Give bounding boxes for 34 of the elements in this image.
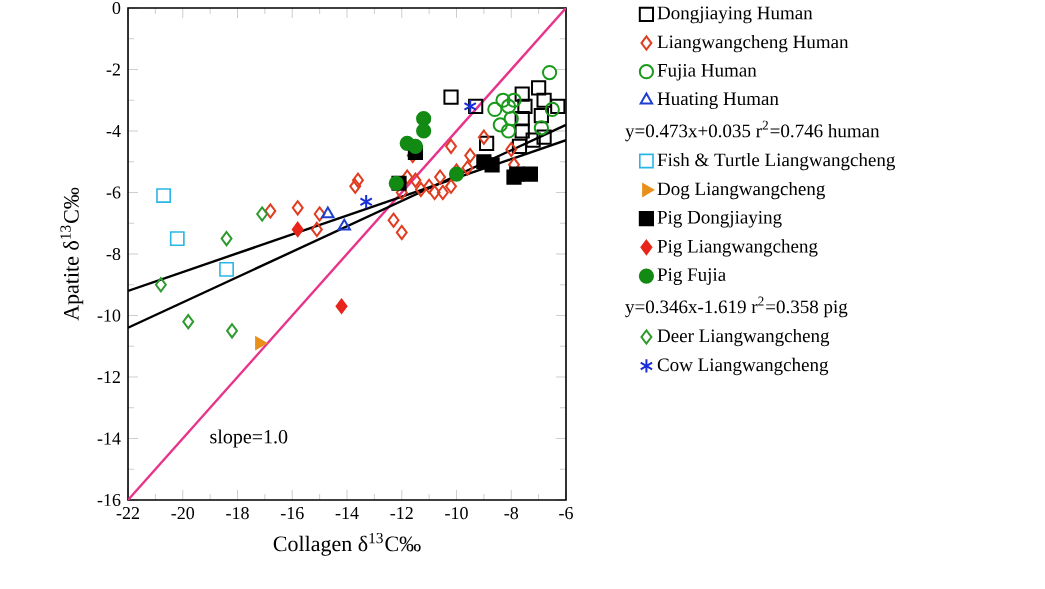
y-tick-label: -8 <box>106 247 121 261</box>
legend-label: Pig Fujia <box>657 268 726 285</box>
text: y=0.346x-1.619 r$^{2}$=0.358 pig <box>625 296 848 318</box>
x-tick-label: -18 <box>226 507 249 520</box>
legend-label: Fish & Turtle Liangwangcheng <box>657 152 896 171</box>
legend-label: Huating Human <box>657 92 779 109</box>
y-axis-title: Apatite δ$^{13}$C‰ <box>60 187 84 321</box>
x-tick-label: -14 <box>335 507 359 519</box>
legend-label: Deer Liangwangcheng <box>657 328 830 347</box>
legend-label: Fujia Human <box>657 63 757 81</box>
y-tick-label: 0 <box>112 1 121 15</box>
x-tick-label: -16 <box>280 507 304 520</box>
x-tick-label: -20 <box>171 507 195 520</box>
x-tick-label: -12 <box>390 507 413 519</box>
x-tick-label: -22 <box>116 507 139 519</box>
x-axis-title: Collagen δ$^{13}$C‰ <box>273 532 421 556</box>
legend-label: Liangwangcheng Human <box>657 34 849 53</box>
annotation: slope=1.0 <box>210 429 288 448</box>
y-tick-label: -14 <box>97 432 121 445</box>
y-tick-label: -16 <box>97 493 121 507</box>
legend-label: Dongjiaying Human <box>657 6 813 24</box>
x-tick-label: -8 <box>504 507 519 520</box>
legend-label: Dog Liangwangcheng <box>657 181 825 200</box>
legend-label: Pig Dongjiaying <box>657 210 782 228</box>
legend-label: Cow Liangwangcheng <box>657 357 829 376</box>
legend-label: Pig Liangwangcheng <box>657 239 818 257</box>
y-tick-label: -6 <box>106 186 121 199</box>
y-tick-label: -4 <box>106 125 121 137</box>
y-tick-label: -10 <box>97 309 121 322</box>
y-tick-label: -2 <box>106 63 120 76</box>
y-tick-label: -12 <box>97 371 120 383</box>
x-tick-label: -10 <box>445 507 468 520</box>
x-tick-label: -6 <box>559 507 573 520</box>
text: y=0.473x+0.035 r$^{2}$=0.746 human <box>625 120 880 142</box>
